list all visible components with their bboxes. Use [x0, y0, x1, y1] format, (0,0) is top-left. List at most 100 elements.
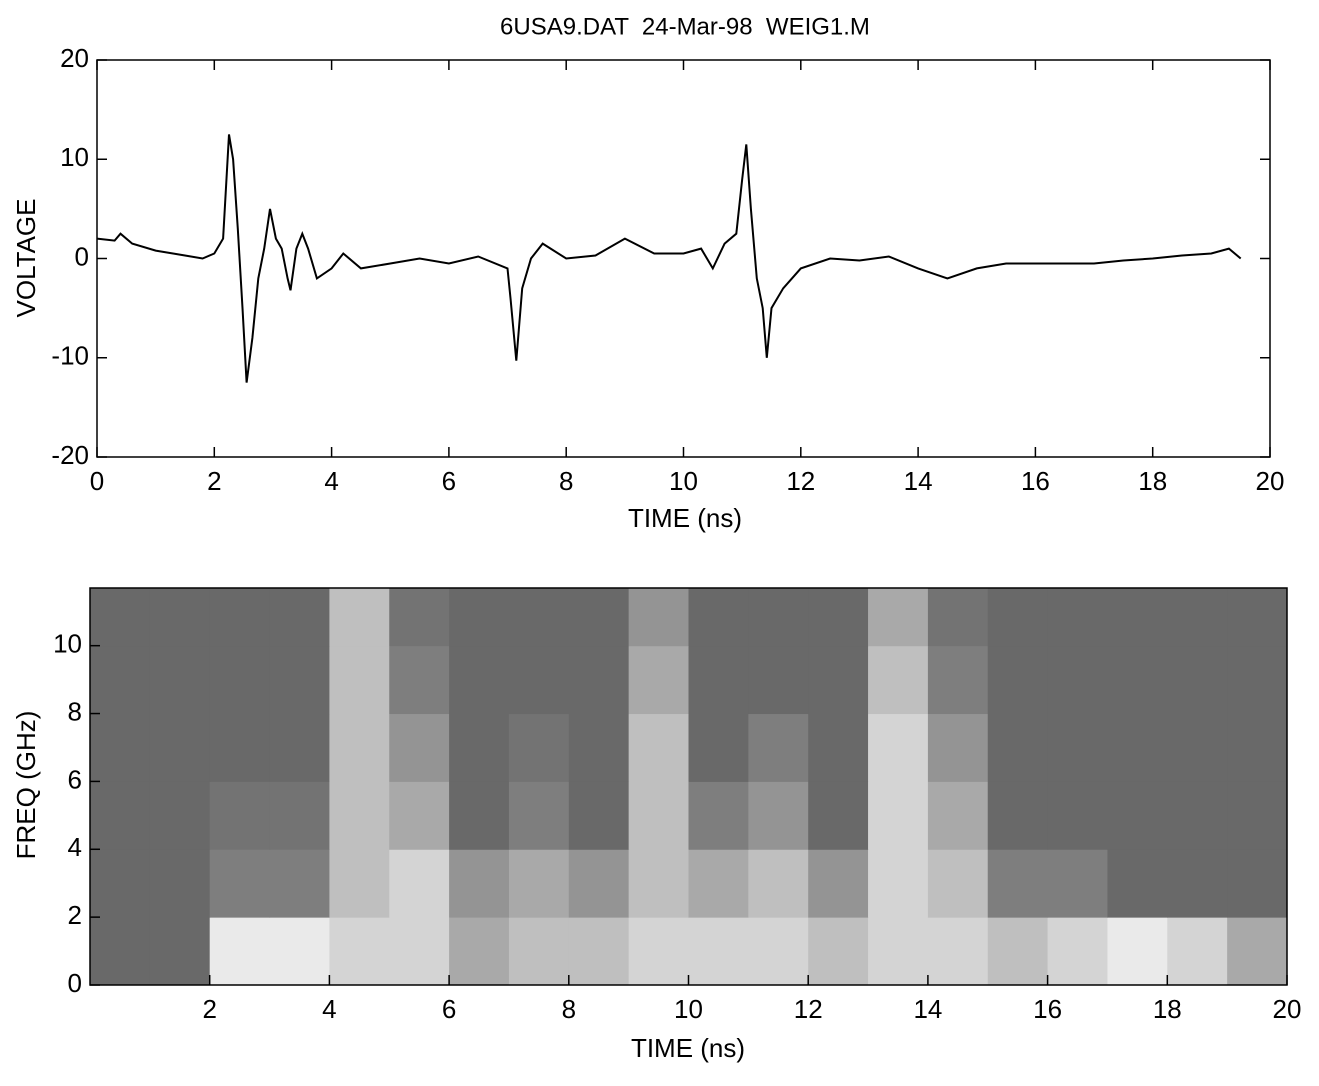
heatmap-cell: [209, 713, 271, 782]
line: [96, 134, 1242, 383]
y-tick-label: 10: [60, 142, 89, 172]
heatmap-cell: [90, 781, 151, 850]
x-tick-label: 18: [1153, 994, 1182, 1024]
x-tick-label: 2: [202, 994, 216, 1024]
heatmap-cell: [389, 645, 450, 715]
heatmap-cell: [748, 713, 809, 782]
heatmap-cell: [269, 917, 330, 985]
x-tick-label: 6: [442, 466, 456, 496]
x-axis-label: TIME (ns): [631, 1033, 745, 1063]
heatmap-cell: [508, 781, 570, 850]
heatmap-cell: [508, 645, 570, 715]
heatmap-cell: [149, 781, 211, 850]
heatmap-cell: [927, 849, 989, 918]
heatmap-cell: [209, 588, 271, 647]
heatmap-cell: [1227, 849, 1287, 918]
heatmap-cell: [1167, 588, 1228, 647]
heatmap-cell: [568, 588, 630, 647]
heatmap-cell: [987, 645, 1049, 715]
heatmap-cell: [927, 588, 989, 647]
heatmap-cell: [568, 781, 630, 850]
x-axis-label: TIME (ns): [628, 503, 742, 533]
heatmap-cell: [329, 917, 390, 985]
x-tick-label: 16: [1021, 466, 1050, 496]
heatmap-cell: [628, 645, 689, 715]
heatmap-cell: [1107, 713, 1168, 782]
heatmap-cell: [1167, 713, 1228, 782]
heatmap-cell: [508, 713, 570, 782]
heatmap-cell: [868, 917, 929, 985]
heatmap-cell: [688, 713, 749, 782]
x-tick-label: 10: [669, 466, 698, 496]
heatmap-cell: [329, 849, 390, 918]
heatmap-cell: [688, 781, 749, 850]
heatmap-cell: [1227, 781, 1287, 850]
y-tick-label: 6: [68, 764, 82, 794]
x-tick-label: 4: [322, 994, 336, 1024]
heatmap-cell: [1107, 849, 1168, 918]
heatmap-cell: [209, 781, 271, 850]
y-tick-label: 0: [75, 241, 89, 271]
heatmap-cell: [90, 588, 151, 647]
heatmap-cell: [149, 645, 211, 715]
chart-title: 6USA9.DAT 24-Mar-98 WEIG1.M: [500, 13, 870, 40]
heatmap-cell: [508, 849, 570, 918]
x-tick-label: 14: [904, 466, 933, 496]
heatmap-cell: [748, 588, 809, 647]
y-tick-label: 4: [68, 832, 82, 862]
heatmap-cell: [1227, 588, 1287, 647]
y-axis-label: VOLTAGE: [11, 199, 41, 318]
heatmap-cell: [149, 917, 211, 985]
heatmap-cell: [508, 917, 570, 985]
heatmap-cell: [389, 713, 450, 782]
x-tick-label: 8: [562, 994, 576, 1024]
heatmap-cell: [987, 588, 1049, 647]
x-tick-label: 20: [1256, 466, 1285, 496]
heatmap-cell: [1107, 781, 1168, 850]
y-tick-label: 10: [53, 629, 82, 659]
heatmap-cell: [987, 781, 1049, 850]
y-tick-label: -20: [51, 440, 89, 470]
heatmap-cell: [149, 713, 211, 782]
heatmap-cell: [688, 645, 749, 715]
heatmap-cell: [927, 781, 989, 850]
heatmap-cell: [269, 645, 330, 715]
heatmap-cell: [808, 645, 869, 715]
x-tick-label: 12: [794, 994, 823, 1024]
heatmap-cell: [389, 588, 450, 647]
heatmap-cell: [748, 781, 809, 850]
heatmap-cell: [209, 849, 271, 918]
heatmap-cell: [568, 917, 630, 985]
plot-frame: [96, 59, 1271, 458]
heatmap-cell: [269, 713, 330, 782]
heatmap-cell: [449, 588, 510, 647]
heatmap-cell: [449, 781, 510, 850]
heatmap-cell: [1047, 713, 1108, 782]
y-tick-label: 20: [60, 43, 89, 73]
y-tick-label: -10: [51, 341, 89, 371]
heatmap-cell: [748, 917, 809, 985]
heatmap-cell: [389, 917, 450, 985]
x-tick-label: 4: [324, 466, 338, 496]
y-tick-label: 8: [68, 696, 82, 726]
heatmap-cell: [987, 917, 1049, 985]
x-tick-label: 14: [913, 994, 942, 1024]
heatmap-cell: [1167, 917, 1228, 985]
heatmap-cell: [269, 781, 330, 850]
heatmap-cell: [449, 917, 510, 985]
heatmap-cell: [868, 588, 929, 647]
heatmap-cell: [1047, 588, 1108, 647]
heatmap-cell: [149, 588, 211, 647]
x-tick-label: 0: [90, 466, 104, 496]
heatmap: [90, 588, 1287, 985]
x-tick-label: 10: [674, 994, 703, 1024]
heatmap-cell: [808, 588, 869, 647]
heatmap-cell: [90, 645, 151, 715]
heatmap-cell: [808, 713, 869, 782]
heatmap-cell: [1227, 645, 1287, 715]
heatmap-cell: [149, 849, 211, 918]
heatmap-cell: [209, 917, 271, 985]
x-tick-label: 16: [1033, 994, 1062, 1024]
heatmap-cell: [449, 849, 510, 918]
heatmap-cell: [1047, 645, 1108, 715]
